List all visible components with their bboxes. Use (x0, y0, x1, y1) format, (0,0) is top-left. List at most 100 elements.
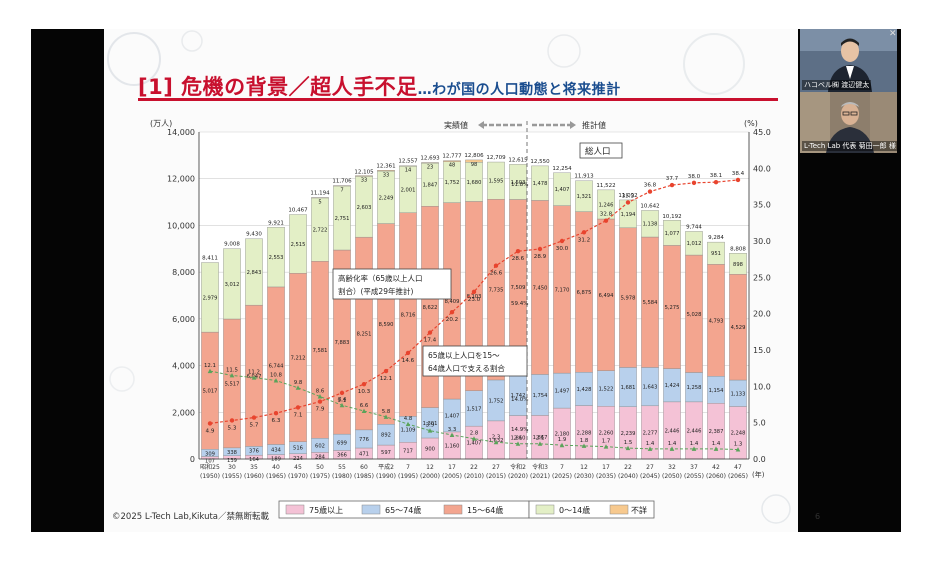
aging-rate-label: 38.0 (688, 174, 701, 180)
support-ratio-point (229, 373, 235, 378)
bar-value-label: 8,103 (467, 294, 482, 300)
total-value-label: 12,777 (442, 154, 462, 160)
support-ratio-point (625, 445, 631, 451)
aging-rate-point (339, 390, 345, 396)
total-value-label: 9,744 (686, 224, 702, 230)
aging-rate-label: 31.2 (578, 237, 590, 243)
participant-2-name: L-Tech Lab 代表 菊田一郎 様 (802, 141, 897, 151)
support-ratio-point (449, 432, 455, 438)
bar-segment-unknown (355, 175, 373, 177)
bar-value-label: 1,138 (643, 222, 658, 228)
support-ratio-point (317, 394, 323, 399)
support-ratio-label: 1.3 (734, 442, 743, 448)
aging-rate-label-2: 割合）(平成29年推計) (338, 286, 413, 296)
bar-segment-unknown (399, 165, 417, 167)
support-ratio-point (735, 447, 741, 452)
support-ratio-label: 3.3 (448, 427, 457, 433)
bar-value-label: 23 (427, 165, 434, 171)
y-tick-label: 2,000 (172, 408, 195, 417)
aging-rate-label: 35.3 (622, 193, 635, 199)
bar-value-label: 1,424 (665, 383, 681, 389)
x-tick-year: (2021) (530, 473, 550, 480)
legend-swatch-unknown (609, 504, 629, 515)
y2-tick-label: 20.0 (753, 310, 771, 319)
support-ratio-point (361, 408, 367, 414)
bar-value-label: 1,077 (665, 231, 680, 237)
support-ratio-label: 12.1 (204, 363, 216, 369)
projected-label: 推計値 (582, 120, 606, 130)
x-tick-era: 令和2 (510, 463, 526, 471)
bar-value-label: 900 (425, 446, 435, 452)
bar-value-label: 1,258 (687, 385, 702, 391)
support-ratio-point (581, 443, 587, 448)
support-ratio-point (427, 428, 433, 433)
aging-rate-label: 26.6 (490, 271, 503, 277)
aging-rate-label: 9.1 (338, 398, 347, 404)
bar-segment-age0to14 (245, 238, 263, 306)
bar-segment-unknown (333, 185, 351, 187)
bar-value-label: 1,595 (489, 179, 504, 185)
share-labels: 14.9% 14.0% 59.4% 11.8% (511, 182, 528, 433)
support-ratio-label: 2.3 (492, 434, 501, 440)
y-tick-label: 14,000 (167, 128, 195, 137)
bar-value-labels: 107 309 5,017 2,979 8,411 139 338 5,517 3,012 9,0… (202, 153, 746, 465)
share-0to14-label: 11.8% (511, 182, 528, 188)
support-ratio-label-1: 65歳以上人口を15～ (428, 350, 500, 360)
bar-segment-age0to14 (641, 210, 659, 238)
y2-axis-unit: (%) (744, 119, 758, 128)
bar-value-label: 2,277 (643, 430, 658, 436)
population-chart: 107 309 5,017 2,979 8,411 139 338 5,517 3,012 9,0… (150, 119, 771, 519)
aging-rate-point (691, 180, 697, 186)
total-value-label: 10,192 (662, 214, 681, 220)
aging-rate-point (449, 310, 455, 315)
support-ratio-point (713, 446, 719, 451)
bar-segment-age0to14 (553, 172, 571, 206)
participant-2-avatar (800, 92, 897, 153)
bar-value-label: 1,752 (445, 180, 460, 186)
bar-segment-unknown (377, 170, 395, 172)
aging-rate-label: 5.3 (228, 425, 237, 431)
bar-value-label: 1,522 (599, 386, 614, 392)
y2-tick-label: 30.0 (753, 237, 771, 246)
x-tick-year: (1970) (288, 473, 308, 480)
support-ratio-point (603, 444, 609, 449)
aging-rate-point (273, 411, 279, 416)
aging-rate-label: 37.7 (666, 176, 679, 182)
aging-rate-point (625, 200, 631, 205)
support-ratio-point (691, 446, 697, 451)
video-tile-participant-2[interactable]: L-Tech Lab 代表 菊田一郎 様 (800, 92, 897, 153)
bar-value-label: 1,754 (533, 393, 549, 399)
bar-value-label: 1,860 (511, 435, 526, 441)
close-icon[interactable]: ✕ (889, 29, 897, 39)
bar-value-label: 4,793 (709, 318, 724, 324)
bar-value-label: 516 (293, 446, 303, 452)
aging-rate-point (471, 289, 477, 295)
water-drop-background (107, 30, 791, 524)
title-underline (138, 98, 778, 101)
bar-value-label: 2,553 (269, 255, 284, 261)
legend-label-65to74: 65～74歳 (385, 505, 421, 515)
bar-segment-unknown (465, 159, 483, 163)
support-ratio-point (273, 378, 279, 383)
video-tile-participant-1[interactable]: ハコベル㈱ 渡辺健太 (800, 29, 897, 92)
support-ratio-label: 1.8 (580, 438, 589, 444)
bar-segment-age0to14 (663, 220, 681, 246)
x-tick-year: (1950) (200, 473, 220, 480)
y-tick-label: 6,000 (172, 315, 195, 324)
title-main: [1] 危機の背景／超人手不足 (138, 75, 418, 99)
x-tick-year: (1980) (332, 473, 352, 480)
aging-rate-label: 10.3 (358, 389, 371, 395)
bar-value-label: 1,643 (643, 385, 658, 391)
total-value-label: 12,806 (464, 153, 484, 159)
x-tick-year: (2025) (552, 473, 572, 480)
bar-value-label: 4,529 (731, 325, 746, 331)
support-ratio-point (339, 402, 345, 408)
bar-value-label: 1,428 (577, 387, 592, 393)
aging-rate-point (647, 189, 653, 194)
x-tick-era: 7 (406, 464, 410, 471)
bar-value-label: 33 (383, 172, 390, 178)
x-tick-year: (2015) (486, 473, 506, 480)
aging-rate-point (317, 399, 323, 404)
total-value-label: 12,361 (376, 163, 395, 169)
support-ratio-point (493, 439, 499, 445)
